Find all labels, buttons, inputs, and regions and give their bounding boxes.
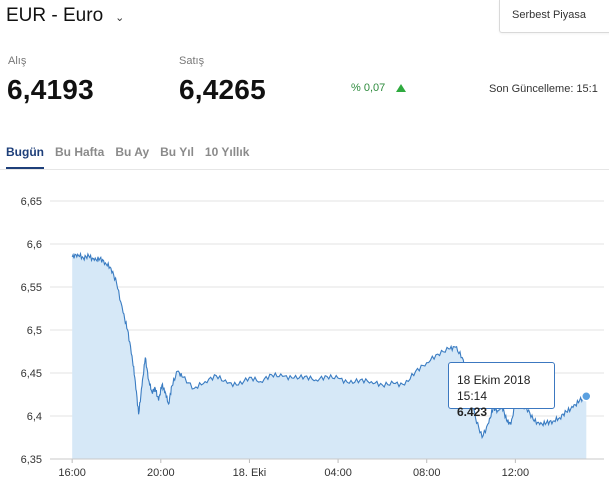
currency-title: EUR - Euro xyxy=(6,5,104,26)
triangle-up-icon xyxy=(396,84,407,92)
y-tick-label: 6,6 xyxy=(27,239,42,251)
tooltip-date: 18 Ekim 2018 15:14 xyxy=(457,373,531,403)
tab-this-month[interactable]: Bu Ay xyxy=(115,145,150,159)
y-tick-label: 6,55 xyxy=(21,282,42,294)
chart-tooltip: 18 Ekim 2018 15:14 6.423 xyxy=(448,362,555,419)
last-point-marker xyxy=(581,390,592,402)
sell-price: 6,4265 xyxy=(179,74,266,105)
market-select-label: Serbest Piyasa xyxy=(512,9,586,21)
series-area xyxy=(72,253,587,459)
tab-this-week[interactable]: Bu Hafta xyxy=(55,145,105,159)
tab-this-year[interactable]: Bu Yıl xyxy=(160,145,194,159)
y-tick-label: 6,4 xyxy=(27,411,42,423)
last-updated: Son Güncelleme: 15:1 xyxy=(489,83,598,95)
tab-10-year[interactable]: 10 Yıllık xyxy=(204,145,250,159)
x-tick-label: 12:00 xyxy=(502,467,530,479)
sell-label: Satış xyxy=(179,55,205,67)
y-tick-label: 6,65 xyxy=(21,196,42,208)
x-tick-label: 04:00 xyxy=(324,467,352,479)
x-tick-label: 16:00 xyxy=(58,467,86,479)
tab-today[interactable]: Bugün xyxy=(6,145,44,169)
price-chart[interactable]: 6,65 6,6 6,55 6,5 6,45 6,4 6,35 16:00 20:00 18. E… xyxy=(0,185,609,486)
y-tick-label: 6,5 xyxy=(27,325,42,337)
buy-label: Alış xyxy=(8,55,27,67)
chevron-down-icon[interactable]: ⌄ xyxy=(115,12,125,24)
tooltip-value: 6.423 xyxy=(457,405,488,419)
change-percent: % 0,07 xyxy=(351,82,386,94)
chart-svg: 6,65 6,6 6,55 6,5 6,45 6,4 6,35 16:00 20:00 18. E… xyxy=(21,196,604,479)
period-tabs: Bugün Bu Hafta Bu Ay Bu Yıl 10 Yıllık xyxy=(6,145,260,169)
series-line xyxy=(71,251,587,440)
x-tick-label: 20:00 xyxy=(147,467,175,479)
buy-price: 6,4193 xyxy=(7,74,94,105)
currency-selector[interactable]: EUR - Euro ⌄ xyxy=(6,5,124,27)
x-tick-label: 08:00 xyxy=(413,467,441,479)
y-tick-label: 6,45 xyxy=(21,368,42,380)
tabs-divider xyxy=(0,169,609,170)
market-select[interactable]: Serbest Piyasa xyxy=(499,0,609,33)
x-tick-label: 18. Eki xyxy=(233,467,267,479)
y-tick-label: 6,35 xyxy=(21,454,42,466)
change-indicator: % 0,07 xyxy=(351,82,407,94)
